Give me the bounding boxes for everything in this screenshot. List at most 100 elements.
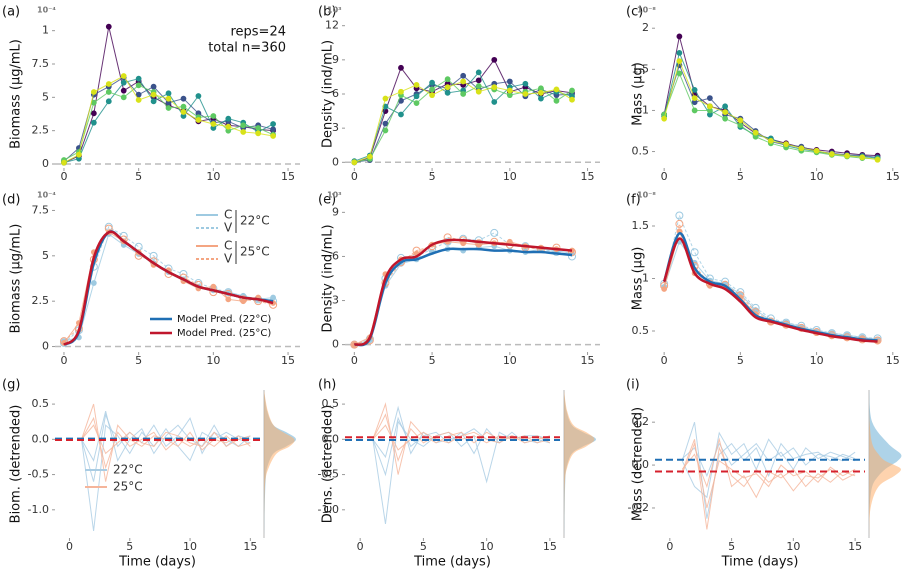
x-tick-label: 10 (810, 170, 824, 183)
y-tick-label: 0.5 (32, 397, 50, 410)
y-tick-label: 12 (325, 19, 339, 32)
data-point (691, 95, 698, 102)
data-point (690, 248, 699, 257)
data-point (660, 281, 669, 290)
data-point (120, 79, 127, 86)
annotation: reps=24 (230, 25, 286, 40)
data-point (661, 115, 668, 122)
data-point (460, 78, 467, 85)
data-point (382, 127, 389, 134)
series-line (681, 422, 856, 519)
legend-label: V (224, 252, 233, 266)
data-point (752, 129, 759, 136)
x-tick-label: 15 (543, 540, 557, 553)
y-tick-label: 0.0 (322, 432, 340, 445)
data-point (553, 86, 560, 93)
legend-label: Model Pred. (22°C) (177, 314, 271, 325)
panel: (g) Biom. (detrended) Time (days) -1.0 -0.5 0… (2, 378, 296, 569)
data-point (413, 93, 420, 100)
density (563, 388, 595, 541)
data-point (165, 95, 172, 102)
y-tick-label: 5 (42, 249, 49, 262)
data-point (460, 91, 467, 97)
data-point (706, 103, 713, 110)
axis-exponent: 10⁻⁴ (37, 6, 56, 15)
panel: (h) Dens. (detrended) Time (days) -1.0 -0.5 0… (318, 378, 596, 569)
x-tick-label: 0 (351, 354, 358, 367)
x-tick-label: 15 (848, 540, 862, 553)
y-tick-label: 0 (42, 340, 49, 353)
data-point (737, 117, 744, 124)
data-point (413, 81, 420, 88)
panel-label: (i) (626, 378, 640, 393)
data-point (180, 95, 187, 102)
y-axis-label: Biom. (detrended) (9, 405, 24, 524)
panel-label: (f) (626, 193, 641, 208)
annotation: total n=360 (208, 41, 286, 56)
y-axis-label: Dens. (detrended) (321, 405, 336, 524)
x-tick-label: 5 (728, 540, 735, 553)
x-tick-label: 10 (183, 540, 197, 553)
x-tick-label: 10 (206, 354, 220, 367)
y-tick-label: 1 (42, 24, 49, 37)
data-point (90, 110, 97, 117)
x-axis-label: Time (days) (118, 555, 196, 569)
data-point (491, 84, 498, 91)
y-tick-label: 0.0 (632, 458, 650, 471)
panel: (e) Density (ind/mL) 10³ 0 3 6 9 0 5 10 15 (318, 191, 600, 367)
axis-exponent: 10⁻⁴ (37, 191, 56, 200)
y-axis-label: Mass (µg) (631, 247, 646, 311)
y-axis-label: Mass (µg) (631, 62, 646, 126)
x-tick-label: 5 (429, 354, 436, 367)
data-point (240, 122, 247, 129)
legend-label: 22°C (113, 463, 143, 477)
panel-label: (h) (318, 378, 336, 393)
data-point (90, 119, 97, 126)
y-tick-label: 0.5 (632, 324, 650, 337)
y-axis-label: Biomass (µg/mL) (9, 224, 24, 334)
data-point (429, 92, 435, 99)
x-tick-label: 5 (135, 170, 142, 183)
data-point (444, 76, 451, 83)
density (868, 387, 901, 541)
y-tick-label: 7.5 (32, 57, 50, 70)
data-point (676, 58, 683, 65)
x-tick-label: 5 (737, 354, 744, 367)
series-line (81, 412, 251, 482)
data-point (210, 121, 217, 127)
x-tick-label: 0 (661, 354, 668, 367)
y-tick-label: 0.5 (632, 145, 650, 158)
series-line (353, 247, 573, 347)
data-point (412, 246, 421, 255)
panel: (b) Density (ind/mL) 10³ 0 3 6 9 12 0 5 10 15 (318, 5, 600, 183)
y-axis-label: Biomass (µg/mL) (9, 39, 24, 149)
y-tick-label: 9 (332, 53, 339, 66)
panel-label: (a) (2, 5, 20, 20)
density (563, 388, 596, 541)
x-tick-label: 0 (60, 170, 67, 183)
y-tick-label: 6 (332, 249, 339, 262)
panel-label: (e) (318, 193, 336, 208)
data-point (255, 130, 262, 137)
data-point (90, 89, 97, 95)
data-point (269, 300, 278, 309)
data-point (105, 81, 112, 87)
data-point (90, 280, 97, 286)
data-point (676, 33, 683, 40)
data-point (195, 117, 202, 123)
data-point (195, 93, 202, 99)
data-point (382, 120, 389, 127)
y-tick-label: 1 (642, 103, 649, 116)
x-tick-label: 5 (420, 540, 427, 553)
y-tick-label: 1 (642, 272, 649, 285)
series-line (81, 424, 251, 455)
data-point (844, 152, 850, 159)
x-tick-label: 5 (126, 540, 133, 553)
data-point (135, 91, 142, 98)
y-axis-label: Density (ind/mL) (321, 224, 336, 332)
legend-label: Model Pred. (25°C) (177, 328, 271, 339)
series-line (353, 238, 573, 346)
x-tick-label: 15 (281, 354, 295, 367)
data-point (398, 88, 404, 95)
axis-exponent: 10⁻⁸ (637, 6, 656, 15)
